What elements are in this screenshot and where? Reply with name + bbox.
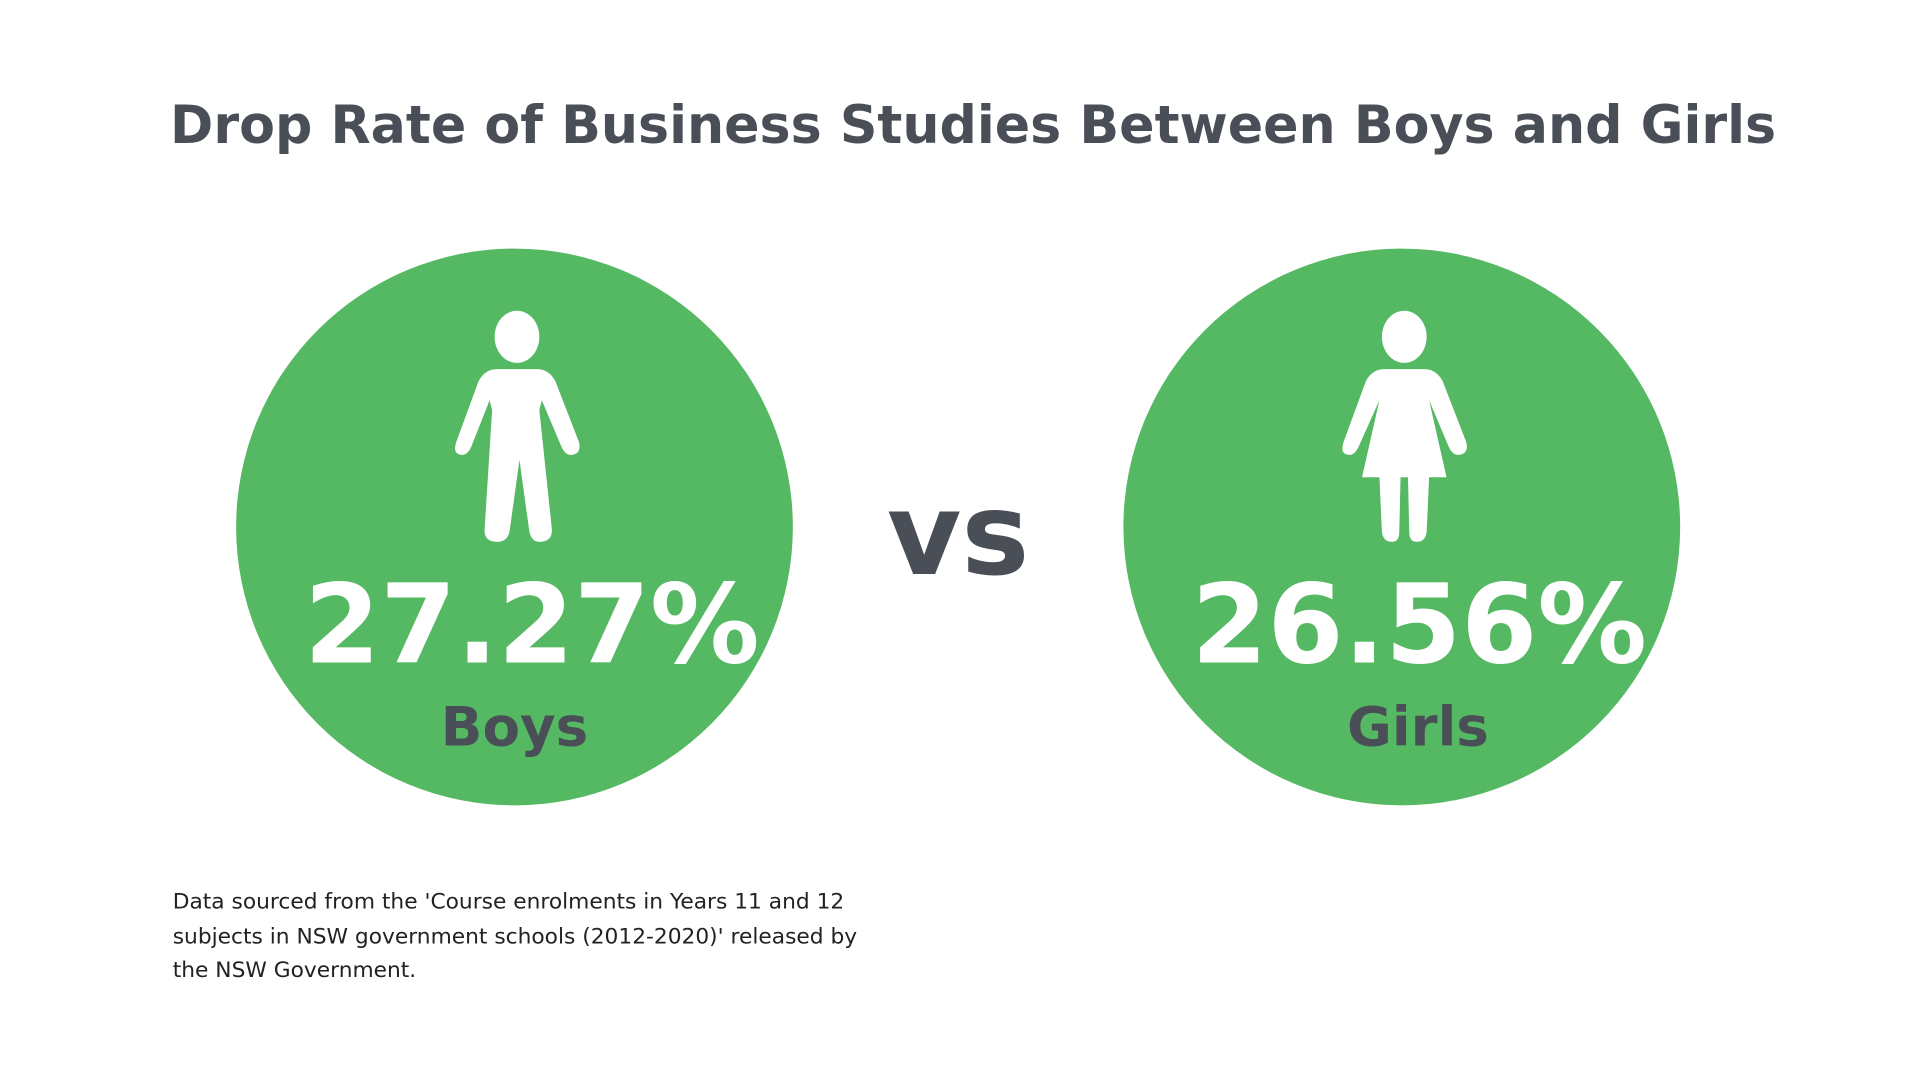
girls-value: 26.56% <box>1191 560 1646 688</box>
girls-label: Girls <box>1347 695 1489 759</box>
boys-label: Boys <box>441 695 588 759</box>
title: Drop Rate of Business Studies Between Bo… <box>170 96 1776 156</box>
boy-icon <box>455 310 580 542</box>
boys-circle <box>236 248 793 806</box>
girls-circle <box>1123 248 1681 806</box>
footnote-line: the NSW Government. <box>173 958 416 983</box>
vs-label: vs <box>887 468 1030 601</box>
footnote-line: Data sourced from the 'Course enrolments… <box>173 889 845 914</box>
footnote-line: subjects in NSW government schools (2012… <box>173 924 858 949</box>
girl-icon <box>1342 310 1467 542</box>
boys-value: 27.27% <box>304 560 759 688</box>
